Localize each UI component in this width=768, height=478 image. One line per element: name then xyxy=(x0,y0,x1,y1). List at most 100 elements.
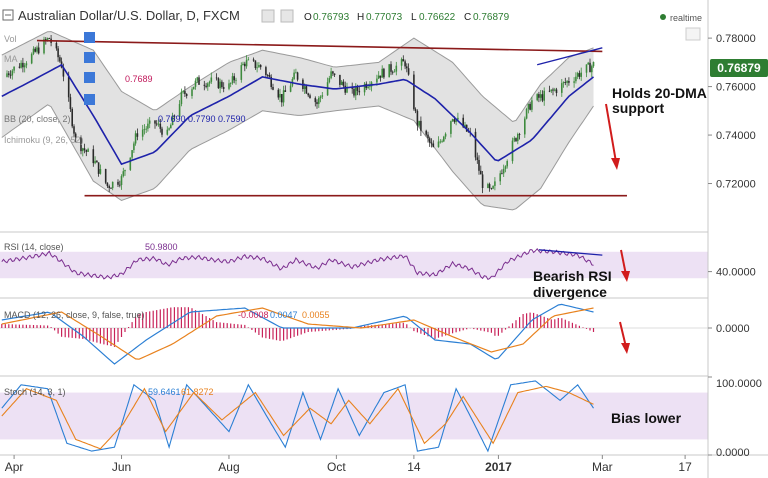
time-tick-label: Apr xyxy=(5,460,24,474)
candle xyxy=(328,75,331,84)
candle-body xyxy=(166,129,169,135)
ma3-eye-icon[interactable] xyxy=(84,94,95,105)
candle-body xyxy=(256,67,258,69)
compare-icon[interactable] xyxy=(280,9,294,23)
stoch-tick-label: 100.0000 xyxy=(716,378,762,390)
candle-body xyxy=(11,70,14,76)
candle-body xyxy=(575,76,577,82)
candle xyxy=(494,177,496,191)
candle xyxy=(37,42,40,55)
candle-body xyxy=(265,67,267,75)
candle xyxy=(157,119,160,127)
candle-body xyxy=(314,98,317,103)
candle-body xyxy=(538,94,540,98)
candle-body xyxy=(57,48,59,58)
candle xyxy=(316,99,318,109)
time-axis[interactable]: Apr Jun Aug Oct 14 2017 Mar 17 xyxy=(5,455,692,474)
price-pane[interactable] xyxy=(1,31,627,211)
candle xyxy=(388,64,390,78)
candle-body xyxy=(23,65,26,68)
candle xyxy=(451,118,454,122)
ohlc-l-key: L xyxy=(411,12,417,23)
candle-body xyxy=(281,94,283,103)
candle-body xyxy=(131,150,133,158)
bb-value-lower: 0.7590 xyxy=(218,114,246,124)
candle-body xyxy=(333,73,336,75)
candle-body xyxy=(494,181,496,186)
ma2-eye-icon[interactable] xyxy=(84,72,95,83)
rsi-pane[interactable] xyxy=(0,247,708,281)
macd-pane[interactable] xyxy=(0,303,708,365)
candle xyxy=(25,61,28,69)
candle-body xyxy=(148,120,151,124)
candle xyxy=(108,184,110,193)
candle-body xyxy=(393,71,396,73)
collapse-icon[interactable] xyxy=(2,9,14,21)
candle-body xyxy=(45,39,47,41)
last-price-value: 0.76879 xyxy=(717,61,761,75)
candle xyxy=(293,69,295,80)
macd-legend: MACD (12, 26, close, 9, false, true) xyxy=(4,310,145,320)
stoch-axis: 100.0000 0.0000 xyxy=(708,376,762,459)
candle-body xyxy=(157,123,160,125)
candle xyxy=(501,169,503,175)
candle xyxy=(450,120,452,138)
candle-body xyxy=(244,63,246,67)
candle xyxy=(296,71,299,82)
candle-body xyxy=(427,134,429,139)
candle-body xyxy=(168,128,170,130)
candle xyxy=(518,132,521,140)
candle-body xyxy=(527,103,530,109)
bollinger-band-fill xyxy=(1,31,594,210)
bb-legend: BB (20, close, 2) xyxy=(4,114,71,124)
more-icon[interactable] xyxy=(685,27,701,41)
candle xyxy=(481,171,484,194)
candle xyxy=(402,55,405,62)
ohlc-o-key: O xyxy=(304,12,312,23)
settings-icon[interactable] xyxy=(261,9,275,23)
down-arrow-price-icon xyxy=(605,103,620,170)
candle xyxy=(258,62,260,68)
candle xyxy=(548,85,551,93)
candle-body xyxy=(501,173,503,175)
candle-body xyxy=(185,94,188,96)
ohlc-h-key: H xyxy=(357,12,364,23)
candle xyxy=(268,72,271,78)
price-axis[interactable]: 0.78000 0.76000 0.74000 0.72000 xyxy=(708,33,756,191)
candle xyxy=(564,77,567,86)
annotation-holds-line1: Holds 20-DMA xyxy=(612,85,707,101)
candle-body xyxy=(564,82,567,83)
candle-body xyxy=(318,98,320,104)
candle-body xyxy=(119,184,121,186)
candle xyxy=(111,181,114,191)
candle-body xyxy=(319,96,322,99)
vol-eye-icon[interactable] xyxy=(84,32,95,43)
candle-body xyxy=(388,64,390,78)
candle-body xyxy=(488,184,491,189)
candle-body xyxy=(339,74,341,85)
candle xyxy=(136,128,139,141)
candle xyxy=(83,143,86,154)
candle-body xyxy=(25,63,28,66)
candle xyxy=(321,92,324,99)
candle xyxy=(277,88,280,100)
stoch-pane[interactable] xyxy=(0,380,708,453)
candle-body xyxy=(217,78,220,89)
candle xyxy=(245,55,248,69)
candle-body xyxy=(340,81,343,85)
annotation-bias: Bias lower xyxy=(611,410,682,426)
candle-body xyxy=(504,166,507,169)
ohlc-o-value: 0.76793 xyxy=(313,12,350,23)
last-price-badge: 0.76879 xyxy=(710,59,768,77)
ma-eye-icon[interactable] xyxy=(84,52,95,63)
candle xyxy=(309,93,311,99)
candle-body xyxy=(221,81,223,88)
candle-body xyxy=(296,72,299,80)
candle-body xyxy=(184,91,186,94)
candle-body xyxy=(180,91,183,104)
candle xyxy=(196,76,199,83)
candle xyxy=(57,46,59,62)
candle xyxy=(178,100,181,119)
candle xyxy=(80,135,82,155)
